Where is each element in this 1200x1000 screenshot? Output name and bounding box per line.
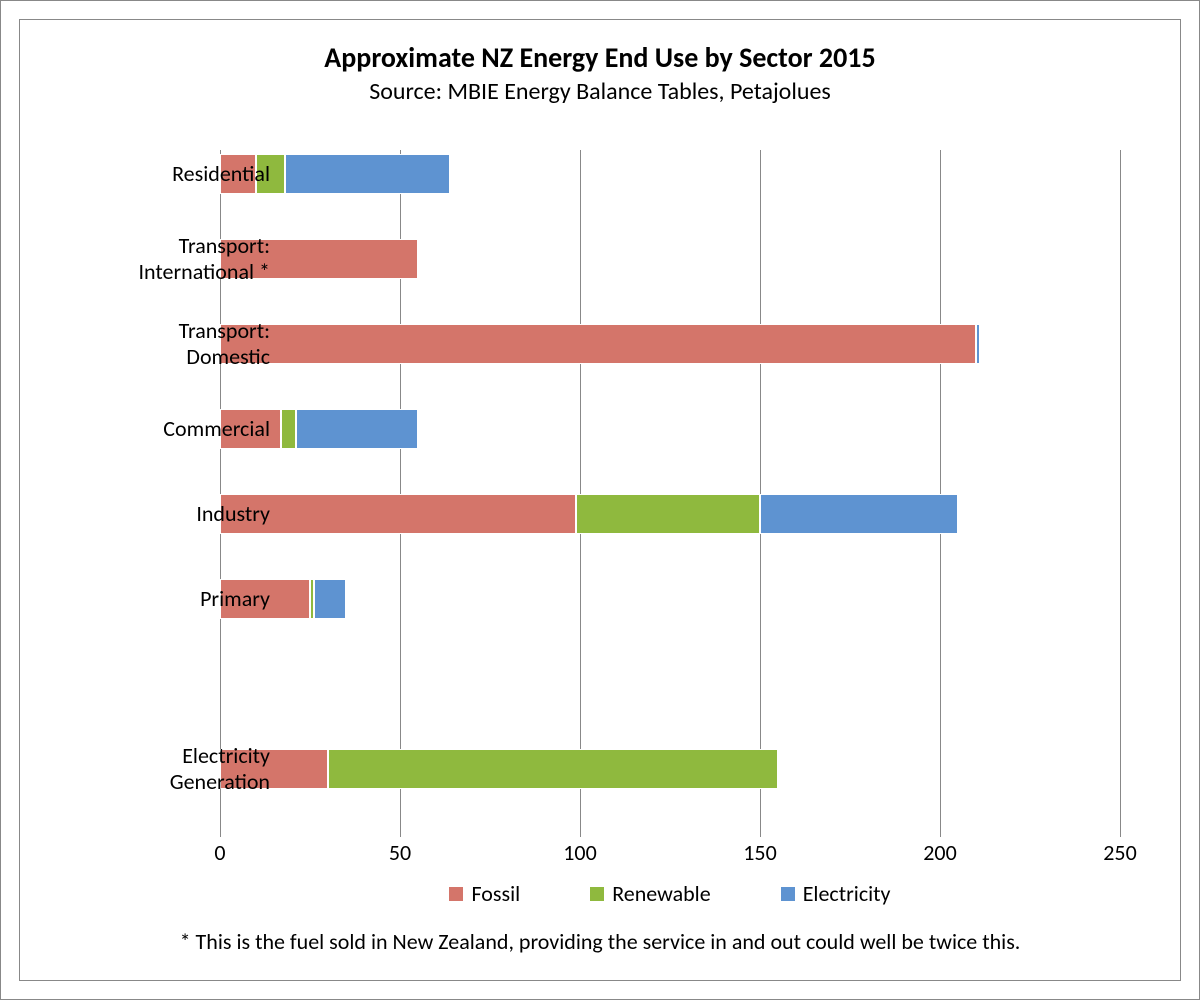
y-axis-label: ElectricityGeneration bbox=[90, 743, 270, 796]
bar-segment-fossil bbox=[220, 494, 576, 534]
bar-row bbox=[220, 749, 1120, 789]
plot-area bbox=[220, 150, 1120, 830]
chart-footnote: * This is the fuel sold in New Zealand, … bbox=[20, 928, 1180, 955]
legend-label: Renewable bbox=[612, 880, 710, 907]
y-axis-label: Industry bbox=[90, 501, 270, 527]
x-tick-label: 150 bbox=[743, 839, 776, 866]
bar-row bbox=[220, 579, 1120, 619]
legend-swatch bbox=[781, 887, 795, 901]
x-tick-mark bbox=[580, 829, 581, 837]
bar-segment-electricity bbox=[314, 579, 346, 619]
chart-inner-frame: Approximate NZ Energy End Use by Sector … bbox=[19, 19, 1181, 981]
bar-segment-electricity bbox=[976, 324, 980, 364]
bar-row bbox=[220, 239, 1120, 279]
y-axis-label: Primary bbox=[90, 586, 270, 612]
legend-label: Fossil bbox=[471, 880, 520, 907]
legend-swatch bbox=[449, 887, 463, 901]
bar-segment-fossil bbox=[220, 324, 976, 364]
x-axis: 050100150200250 bbox=[220, 835, 1120, 875]
y-axis-label: Residential bbox=[90, 161, 270, 187]
x-tick-mark bbox=[1120, 829, 1121, 837]
legend-item: Renewable bbox=[590, 880, 710, 907]
x-tick-label: 250 bbox=[1103, 839, 1136, 866]
legend-swatch bbox=[590, 887, 604, 901]
bar-segment-electricity bbox=[285, 154, 451, 194]
bar-row bbox=[220, 324, 1120, 364]
x-tick-label: 0 bbox=[214, 839, 225, 866]
x-tick-mark bbox=[760, 829, 761, 837]
gridline bbox=[1120, 150, 1121, 830]
y-axis-label: Transport:International * bbox=[90, 233, 270, 286]
x-tick-mark bbox=[220, 829, 221, 837]
chart-title: Approximate NZ Energy End Use by Sector … bbox=[20, 40, 1180, 75]
x-tick-mark bbox=[400, 829, 401, 837]
bar-segment-renewable bbox=[328, 749, 778, 789]
chart-outer-frame: Approximate NZ Energy End Use by Sector … bbox=[0, 0, 1200, 1000]
bar-segment-electricity bbox=[760, 494, 958, 534]
bar-segment-renewable bbox=[576, 494, 760, 534]
legend: Fossil Renewable Electricity bbox=[220, 880, 1120, 907]
bar-row bbox=[220, 494, 1120, 534]
legend-label: Electricity bbox=[803, 880, 891, 907]
y-axis-label: Commercial bbox=[90, 416, 270, 442]
legend-item: Electricity bbox=[781, 880, 891, 907]
bar-segment-renewable bbox=[281, 409, 295, 449]
y-axis-label: Transport:Domestic bbox=[90, 318, 270, 371]
x-tick-label: 100 bbox=[563, 839, 596, 866]
x-tick-label: 50 bbox=[389, 839, 411, 866]
x-tick-mark bbox=[940, 829, 941, 837]
x-tick-label: 200 bbox=[923, 839, 956, 866]
bar-row bbox=[220, 409, 1120, 449]
bar-row bbox=[220, 154, 1120, 194]
legend-item: Fossil bbox=[449, 880, 520, 907]
chart-subtitle: Source: MBIE Energy Balance Tables, Peta… bbox=[20, 77, 1180, 106]
bar-segment-electricity bbox=[296, 409, 418, 449]
